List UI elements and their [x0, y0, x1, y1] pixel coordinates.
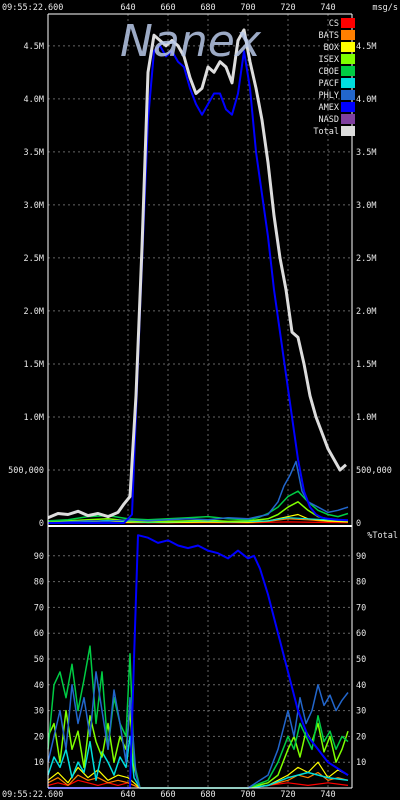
unit-label: msg/s: [372, 3, 398, 13]
top-panel-series: [47, 28, 349, 524]
series-line-phly: [47, 460, 349, 524]
y-tick-label-left: 50: [34, 655, 44, 665]
y-tick-label-right: 4.0M: [356, 95, 376, 105]
y-tick-label-left: 2.0M: [24, 307, 44, 317]
y-tick-label-right: 1.0M: [356, 413, 376, 423]
legend-label: BATS: [319, 31, 339, 41]
legend-label: ISEX: [319, 55, 340, 65]
axes: [47, 13, 353, 789]
bottom-unit-label: %Total: [367, 531, 398, 541]
y-tick-label-left: 2.5M: [24, 254, 44, 264]
series-line-total: [47, 28, 347, 520]
series-line-bats: [47, 771, 349, 789]
x-tick-label-bottom: 660: [160, 790, 175, 800]
x-tick-label-bottom: 700: [240, 790, 255, 800]
y-tick-label-left: 70: [34, 603, 44, 613]
x-tick-label-bottom: 680: [200, 790, 215, 800]
y-tick-label-right: 90: [356, 552, 366, 562]
y-tick-label-left: 500,000: [8, 466, 44, 476]
y-tick-label-left: 1.0M: [24, 413, 44, 423]
y-tick-label-left: 40: [34, 681, 44, 691]
y-tick-label-left: 90: [34, 552, 44, 562]
x-tick-label-bottom: 640: [120, 790, 135, 800]
y-tick-label-right: 50: [356, 655, 366, 665]
y-tick-label-right: 0: [356, 519, 361, 529]
timestamp-top: 09:55:22.600: [2, 3, 63, 13]
y-tick-label-right: 30: [356, 707, 366, 717]
nanex-logo: Nanex: [120, 16, 262, 67]
series-line-cboe: [47, 490, 349, 522]
x-tick-label-top: 740: [320, 3, 335, 13]
series-line-phly: [47, 671, 349, 789]
bottom-panel-series: [47, 534, 349, 789]
x-tick-label-top: 680: [200, 3, 215, 13]
y-tick-label-right: 60: [356, 629, 366, 639]
legend-swatch: [341, 18, 355, 28]
y-tick-label-left: 60: [34, 629, 44, 639]
series-line-cs: [47, 779, 349, 789]
x-tick-label-bottom: 720: [280, 790, 295, 800]
y-tick-label-left: 80: [34, 578, 44, 588]
legend: CS BATS BOX ISEX CBOE PACF PHLY AMEX NASD Total: [313, 18, 355, 137]
y-tick-label-right: 80: [356, 578, 366, 588]
series-line-cboe: [47, 645, 349, 789]
y-tick-label-left: 20: [34, 732, 44, 742]
legend-swatch: [341, 126, 355, 136]
legend-label: NASD: [319, 115, 339, 125]
y-tick-label-left: 3.0M: [24, 201, 44, 211]
y-tick-label-left: 0: [39, 519, 44, 529]
y-tick-label-right: 1.5M: [356, 360, 376, 370]
y-tick-label-right: 3.5M: [356, 148, 376, 158]
y-tick-label-left: 4.5M: [24, 42, 44, 52]
x-tick-label-top: 660: [160, 3, 175, 13]
x-tick-label-top: 640: [120, 3, 135, 13]
y-tick-label-right: 10: [356, 758, 366, 768]
legend-swatch: [341, 54, 355, 64]
legend-swatch: [341, 102, 355, 112]
timestamp-bottom: 09:55:22.600: [2, 790, 63, 800]
x-tick-label-top: 700: [240, 3, 255, 13]
y-tick-label-right: 2.5M: [356, 254, 376, 264]
legend-label: AMEX: [319, 103, 340, 113]
tick-labels: 640 660 680 700 720 740 640 660 680 700 720 740 0 0 50…: [8, 3, 392, 800]
y-tick-label-right: 20: [356, 732, 366, 742]
y-tick-label-left: 30: [34, 707, 44, 717]
legend-label: Total: [313, 127, 339, 137]
legend-swatch: [341, 114, 355, 124]
series-line-isex: [47, 709, 349, 789]
y-tick-label-left: 10: [34, 758, 44, 768]
series-line-box: [47, 761, 349, 789]
legend-swatch: [341, 30, 355, 40]
legend-swatch: [341, 42, 355, 52]
x-tick-label-bottom: 740: [320, 790, 335, 800]
y-tick-label-right: 40: [356, 681, 366, 691]
legend-swatch: [341, 78, 355, 88]
legend-swatch: [341, 90, 355, 100]
legend-label: PACF: [319, 79, 339, 89]
y-tick-label-right: 2.0M: [356, 307, 376, 317]
y-tick-label-right: 70: [356, 603, 366, 613]
series-line-pacf: [47, 735, 349, 789]
series-line-amex: [48, 534, 349, 789]
legend-label: CS: [329, 19, 339, 29]
y-tick-label-left: 1.5M: [24, 360, 44, 370]
legend-label: BOX: [324, 43, 340, 53]
y-tick-label-right: 500,000: [356, 466, 392, 476]
series-line-amex: [48, 44, 349, 524]
y-tick-label-left: 4.0M: [24, 95, 44, 105]
legend-swatch: [341, 66, 355, 76]
x-tick-label-top: 720: [280, 3, 295, 13]
legend-label: PHLY: [319, 91, 339, 101]
y-tick-label-right: 4.5M: [356, 42, 376, 52]
y-tick-label-left: 3.5M: [24, 148, 44, 158]
legend-label: CBOE: [319, 67, 339, 77]
y-tick-label-right: 3.0M: [356, 201, 376, 211]
